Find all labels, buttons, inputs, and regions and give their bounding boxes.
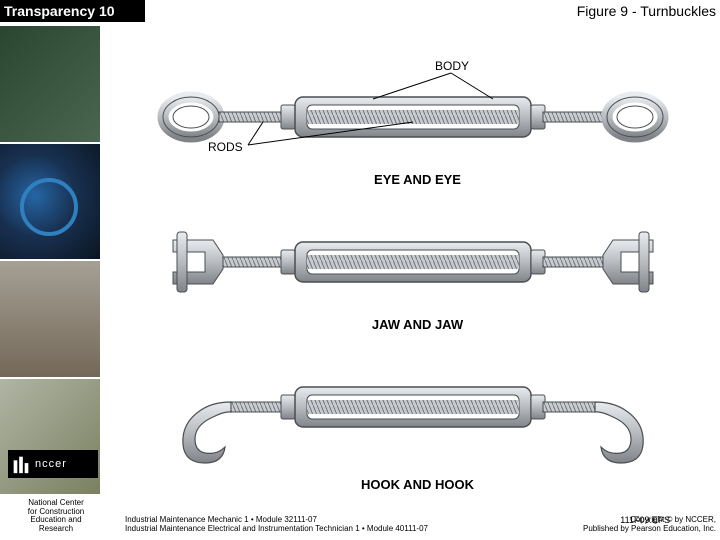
turnbuckle-jaw-row: JAW AND JAW (135, 210, 690, 355)
callout-body: BODY (435, 59, 469, 73)
label-hook: HOOK AND HOOK (135, 477, 690, 492)
footer-org-l4: Research (6, 525, 106, 534)
footer-module-l1: Industrial Maintenance Mechanic 1 • Modu… (125, 515, 428, 525)
turnbuckle-hook-svg (153, 355, 673, 475)
footer-module-l2: Industrial Maintenance Electrical and In… (125, 524, 428, 534)
footer-module: Industrial Maintenance Mechanic 1 • Modu… (125, 515, 428, 534)
sidebar-photo-strip (0, 26, 100, 496)
turnbuckle-hook-row: HOOK AND HOOK (135, 355, 690, 500)
label-jaw: JAW AND JAW (135, 317, 690, 332)
nccer-logo: nccer (8, 450, 98, 478)
footer-copy-l1: Copyright © by NCCER, (583, 515, 716, 525)
transparency-header: Transparency 10 (0, 0, 145, 22)
sidebar-photo-2 (0, 144, 100, 262)
footer-copyright: Copyright © by NCCER, Published by Pears… (583, 515, 716, 534)
nccer-logo-icon (10, 453, 32, 475)
sidebar-photo-4 (0, 379, 100, 497)
sidebar-photo-1 (0, 26, 100, 144)
turnbuckle-diagram: BODY RODS (135, 65, 690, 500)
figure-title: Figure 9 - Turnbuckles (577, 3, 716, 19)
footer-copy-l2: Published by Pearson Education, Inc. (583, 524, 716, 534)
sidebar-photo-3 (0, 261, 100, 379)
nccer-logo-text: nccer (35, 458, 67, 470)
turnbuckle-eye-svg (153, 65, 673, 170)
turnbuckle-jaw-svg (153, 210, 673, 315)
label-eye: EYE AND EYE (135, 172, 690, 187)
footer-org: National Center for Construction Educati… (6, 499, 106, 534)
turnbuckle-eye-row: BODY RODS (135, 65, 690, 210)
callout-rods: RODS (208, 140, 243, 154)
